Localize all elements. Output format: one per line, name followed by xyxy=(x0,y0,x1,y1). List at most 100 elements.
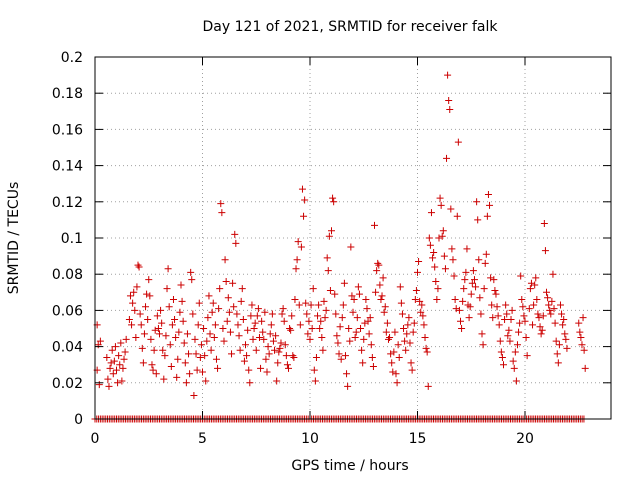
data-point xyxy=(504,332,512,340)
data-point xyxy=(103,353,111,361)
data-point xyxy=(136,310,144,318)
data-point xyxy=(305,317,313,325)
data-point xyxy=(345,325,353,332)
data-point xyxy=(244,326,252,334)
data-point xyxy=(375,261,383,269)
data-point xyxy=(238,285,246,293)
data-point xyxy=(137,321,145,329)
data-point xyxy=(273,377,281,385)
data-point xyxy=(249,335,257,343)
data-point xyxy=(369,363,377,371)
data-point xyxy=(306,335,314,343)
data-point xyxy=(447,205,455,213)
data-point xyxy=(467,290,475,298)
data-point xyxy=(326,286,334,294)
data-point xyxy=(164,265,172,273)
data-point xyxy=(363,305,371,313)
data-point xyxy=(443,154,451,162)
data-point xyxy=(439,227,447,235)
data-point xyxy=(378,292,386,300)
data-point xyxy=(409,328,417,336)
data-point xyxy=(465,314,473,322)
data-point xyxy=(239,315,247,323)
data-point xyxy=(310,366,318,374)
data-point xyxy=(347,243,355,251)
data-point xyxy=(555,341,563,349)
data-point xyxy=(182,379,190,387)
data-point xyxy=(410,319,418,327)
data-point xyxy=(424,382,432,390)
data-point xyxy=(297,243,305,251)
data-point xyxy=(435,234,443,242)
data-point xyxy=(245,366,253,374)
data-point xyxy=(146,292,154,300)
data-point xyxy=(403,330,411,338)
data-point xyxy=(309,285,317,293)
data-point xyxy=(236,346,244,354)
data-point xyxy=(202,377,210,385)
data-point xyxy=(188,276,196,284)
x-tick-label: 15 xyxy=(409,431,427,447)
data-point xyxy=(95,381,103,389)
data-point xyxy=(531,281,539,289)
data-point xyxy=(163,285,171,293)
data-point xyxy=(412,286,420,294)
data-point xyxy=(457,317,464,325)
data-point xyxy=(562,335,570,343)
data-point xyxy=(500,361,507,369)
data-point xyxy=(445,96,453,104)
data-point xyxy=(233,310,241,318)
data-point xyxy=(335,350,343,358)
data-point xyxy=(502,301,510,309)
y-tick-label: 0 xyxy=(74,412,83,428)
data-point xyxy=(332,310,340,318)
data-point xyxy=(265,350,273,358)
data-point xyxy=(517,272,525,280)
data-point xyxy=(365,330,373,338)
data-point xyxy=(222,277,230,285)
data-point xyxy=(477,310,485,318)
data-point xyxy=(323,254,331,262)
data-point xyxy=(423,348,431,356)
data-point xyxy=(364,317,372,325)
data-point xyxy=(135,263,143,271)
data-point xyxy=(247,312,255,320)
data-point xyxy=(553,350,561,358)
y-tick-label: 0.04 xyxy=(52,340,83,356)
data-point xyxy=(308,325,316,332)
data-point xyxy=(387,350,395,358)
data-point xyxy=(489,314,497,322)
data-point xyxy=(407,359,415,367)
data-point xyxy=(142,303,150,311)
data-point xyxy=(248,301,256,309)
data-point xyxy=(160,375,168,383)
data-point xyxy=(340,279,348,287)
data-point xyxy=(105,382,113,390)
data-point xyxy=(353,314,361,322)
data-point xyxy=(509,357,517,365)
data-point xyxy=(426,241,434,249)
data-point xyxy=(494,312,502,320)
data-point xyxy=(298,185,306,193)
data-point xyxy=(408,366,416,374)
data-point xyxy=(351,334,359,342)
y-tick-label: 0.2 xyxy=(61,50,83,66)
data-point xyxy=(277,339,285,347)
data-point xyxy=(269,337,277,345)
data-point xyxy=(224,294,232,302)
data-point xyxy=(191,335,199,343)
data-point xyxy=(96,337,104,345)
data-point xyxy=(530,301,538,309)
data-point xyxy=(290,353,298,361)
data-point xyxy=(354,283,362,291)
data-point xyxy=(180,339,188,347)
data-point xyxy=(490,276,498,284)
data-point xyxy=(139,359,147,367)
data-point xyxy=(117,339,125,347)
data-point xyxy=(214,364,222,372)
data-point xyxy=(145,276,153,284)
data-point xyxy=(459,297,467,305)
data-point xyxy=(275,348,283,356)
y-tick-label: 0.12 xyxy=(52,195,83,211)
data-point xyxy=(350,296,358,304)
